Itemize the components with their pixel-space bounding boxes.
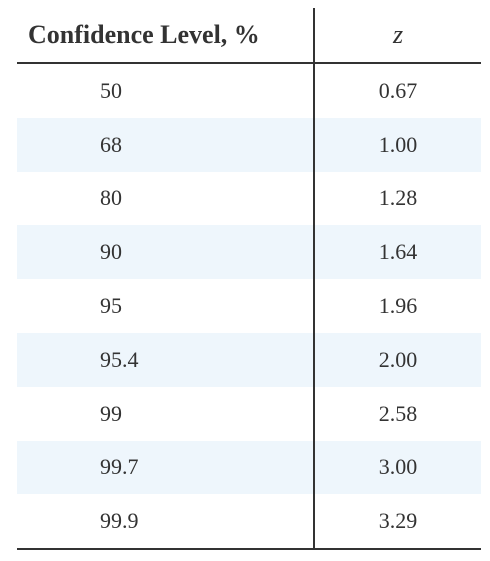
table-cell: 1.96 bbox=[378, 293, 418, 319]
table-cell: 2.00 bbox=[314, 332, 481, 387]
table-body: 50 0.67 68 1.00 80 1.28 90 1.64 95 1.96 95.4 2.00 99… bbox=[17, 63, 481, 551]
table-cell: 1.64 bbox=[314, 225, 481, 280]
table-row: 90 1.64 bbox=[17, 225, 481, 280]
table-row: 99 2.58 bbox=[17, 386, 481, 441]
table-row: 95.4 2.00 bbox=[17, 332, 481, 387]
table-cell: 1.28 bbox=[378, 185, 418, 211]
table-cell: 68 bbox=[17, 117, 315, 172]
header-row: Confidence Level, % z bbox=[17, 8, 481, 64]
table-row: 80 1.28 bbox=[17, 171, 481, 226]
table-cell: 99.7 bbox=[17, 440, 315, 495]
table-cell: 90 bbox=[17, 225, 315, 280]
table-row: 99.9 3.29 bbox=[17, 494, 481, 551]
header-cell: Confidence Level, % bbox=[17, 8, 315, 64]
z-table: Confidence Level, % z 50 0.67 68 1.00 80 1.28… bbox=[17, 8, 481, 551]
table-cell: 80 bbox=[17, 171, 315, 226]
table-cell: 95 bbox=[17, 279, 315, 333]
table-cell: 50 bbox=[17, 63, 315, 118]
table-cell: 0.67 bbox=[378, 77, 418, 103]
table-cell: 99 bbox=[17, 386, 315, 441]
table-row: 95 1.96 bbox=[17, 279, 481, 333]
table-cell: 99.9 bbox=[17, 494, 315, 551]
header-cell: z bbox=[314, 8, 481, 64]
table-cell: 3.00 bbox=[314, 440, 481, 495]
table-row: 50 0.67 bbox=[17, 63, 481, 118]
table-cell: 2.58 bbox=[378, 400, 418, 426]
table-header: Confidence Level, % z bbox=[17, 8, 481, 64]
table-row: 68 1.00 bbox=[17, 117, 481, 172]
table-cell: 95.4 bbox=[17, 332, 315, 387]
table-row: 99.7 3.00 bbox=[17, 440, 481, 495]
table-cell: 1.00 bbox=[314, 117, 481, 172]
table-cell: 3.29 bbox=[314, 494, 481, 551]
